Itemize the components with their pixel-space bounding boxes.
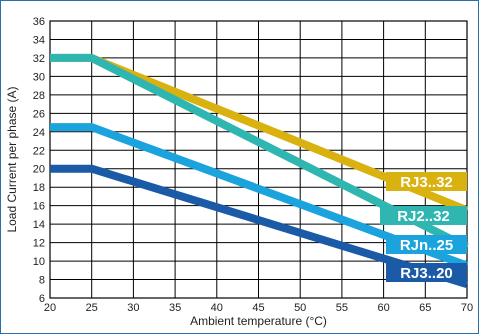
x-axis-title: Ambient temperature (°C)	[190, 314, 327, 328]
x-tick-label: 55	[336, 302, 348, 314]
x-tick-label: 50	[294, 302, 306, 314]
x-tick-label: 25	[86, 302, 98, 314]
series-lines	[50, 53, 469, 288]
series-line-2	[50, 123, 469, 270]
x-tick-label: 20	[44, 302, 56, 314]
x-tick-label: 35	[169, 302, 181, 314]
series-line-3	[50, 164, 469, 288]
y-tick-label: 30	[33, 71, 45, 83]
y-tick-label: 12	[33, 238, 45, 250]
series-label-box-0	[386, 172, 467, 191]
series-label-3: RJ3..20	[400, 265, 453, 282]
x-tick-label: 45	[252, 302, 264, 314]
x-tick-label: 65	[419, 302, 431, 314]
y-tick-label: 32	[33, 53, 45, 65]
y-tick-label: 18	[33, 182, 45, 194]
series-line-1	[50, 53, 469, 251]
y-tick-label: 36	[33, 16, 45, 28]
series-label-2: RJn..25	[400, 237, 453, 254]
y-tick-label: 26	[33, 108, 45, 120]
tick-labels: 20 25 30 35 40 45 50 55 60 65 70 6 8 10 12 14 16 18 20 22 24…	[33, 16, 473, 314]
x-tick-label: 70	[461, 302, 473, 314]
y-tick-label: 6	[39, 293, 45, 305]
x-tick-label: 60	[377, 302, 389, 314]
y-tick-label: 20	[33, 164, 45, 176]
series-label-box-3	[386, 263, 467, 282]
y-tick-label: 16	[33, 201, 45, 213]
y-tick-label: 22	[33, 145, 45, 157]
y-axis-title: Load Current per phase (A)	[5, 86, 19, 232]
y-tick-label: 14	[33, 219, 45, 231]
series-label-box-1	[380, 206, 467, 225]
x-tick-label: 30	[127, 302, 139, 314]
y-tick-label: 8	[39, 275, 45, 287]
y-tick-label: 10	[33, 256, 45, 268]
y-tick-label: 24	[33, 127, 45, 139]
plot-area	[49, 20, 468, 299]
series-label-0: RJ3..32	[400, 174, 453, 191]
y-tick-label: 34	[33, 34, 45, 46]
series-labels: RJ3..32 RJ2..32 RJn..25 RJ3..20	[380, 172, 467, 282]
y-tick-label: 28	[33, 90, 45, 102]
x-tick-label: 40	[211, 302, 223, 314]
series-label-1: RJ2..32	[397, 208, 450, 225]
series-label-box-2	[386, 235, 467, 254]
